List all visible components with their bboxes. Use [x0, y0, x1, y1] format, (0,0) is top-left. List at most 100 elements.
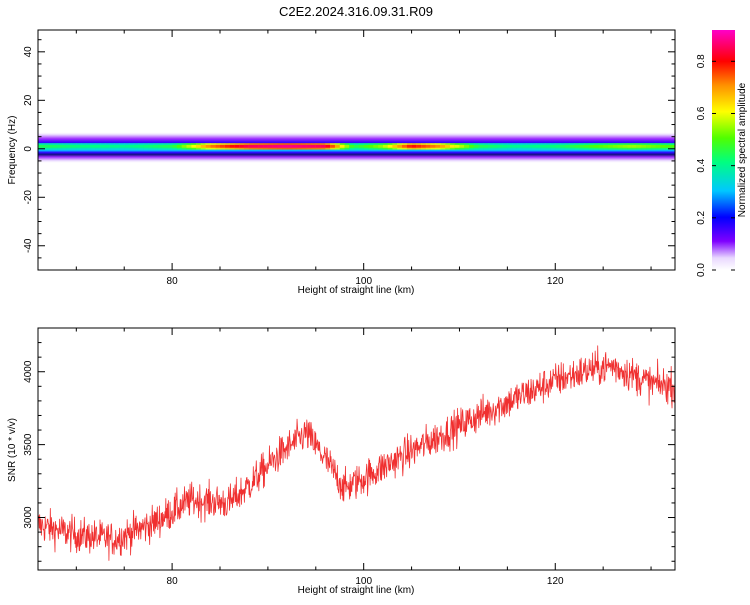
band-peak-cell — [493, 144, 499, 148]
colorbar-tick-label: 0.8 — [696, 54, 707, 68]
band-peak-cell — [210, 144, 216, 148]
band-peak-cell — [291, 144, 298, 148]
band-peak-cell — [564, 144, 571, 148]
band-peak-cell — [277, 144, 283, 148]
band-peak-cell — [258, 144, 264, 148]
band-peak-cell — [263, 144, 269, 148]
band-peak-cell — [636, 144, 642, 148]
band-peak-cell — [584, 144, 590, 148]
snr-ytick-label: 3500 — [23, 433, 34, 456]
band-peak-cell — [267, 144, 274, 148]
snr-frame — [37, 327, 676, 571]
band-peak-cell — [152, 144, 159, 148]
band-peak-cell — [90, 144, 96, 148]
band-peak-cell — [540, 144, 547, 148]
band-peak-cell — [617, 144, 623, 148]
band-peak-cell — [119, 144, 125, 148]
band-peak-cell — [301, 144, 307, 148]
colorbar-label: Normalized spectral amplitude — [737, 82, 748, 217]
band-peak-cell — [598, 144, 604, 148]
band-peak-cell — [354, 144, 360, 148]
band-peak-cell — [248, 144, 254, 148]
spectrogram-ytick-label: -40 — [23, 238, 34, 253]
band-peak-cell — [612, 144, 618, 148]
band-peak-cell — [545, 144, 551, 148]
band-peak-cell — [473, 144, 480, 148]
band-peak-cell — [588, 144, 594, 148]
band-peak-cell — [497, 144, 503, 148]
band-peak-cell — [311, 144, 317, 148]
colorbar-tick-label: 0.2 — [696, 210, 707, 224]
band-peak-cell — [445, 144, 451, 148]
band-peak-cell — [483, 144, 489, 148]
band-peak-cell — [320, 144, 326, 148]
band-peak-cell — [502, 144, 508, 148]
band-peak-cell — [579, 144, 585, 148]
band-peak-cell — [306, 144, 312, 148]
band-peak-cell — [181, 144, 187, 148]
band-peak-cell — [325, 144, 331, 148]
band-peak-cell — [148, 144, 154, 148]
band-peak-cell — [157, 144, 163, 148]
spectrogram-xlabel: Height of straight line (km) — [298, 285, 415, 296]
band-peak-cell — [176, 144, 183, 148]
band-peak-cell — [330, 144, 336, 148]
band-peak-cell — [665, 144, 671, 148]
band-peak-cell — [425, 144, 432, 148]
band-peak-cell — [531, 144, 537, 148]
band-peak-cell — [660, 144, 666, 148]
snr-series-line — [38, 345, 675, 561]
band-peak-cell — [138, 144, 144, 148]
band-peak-cell — [143, 144, 149, 148]
band-peak-cell — [392, 144, 398, 148]
figure-title: C2E2.2024.316.09.31.R09 — [279, 4, 433, 19]
band-peak-cell — [186, 144, 192, 148]
band-peak-cell — [296, 144, 302, 148]
band-peak-cell — [38, 144, 44, 148]
band-peak-cell — [421, 144, 427, 148]
band-peak-cell — [349, 144, 355, 148]
band-peak-cell — [239, 144, 245, 148]
band-peak-cell — [435, 144, 441, 148]
band-peak-cell — [334, 144, 341, 148]
spectrogram-ytick-label: -20 — [23, 190, 34, 205]
band-peak-cell — [344, 144, 350, 148]
colorbar-gradient — [712, 30, 735, 270]
band-peak-cell — [339, 144, 345, 148]
band-peak-cell — [382, 144, 389, 148]
band-peak-cell — [516, 144, 523, 148]
band-peak-cell — [224, 144, 230, 148]
spectrogram-ylabel: Frequency (Hz) — [7, 116, 18, 185]
spectrogram-panel: 80 100 120 40 20 0 -20 -40 Height of straight l… — [7, 29, 676, 296]
band-peak-cell — [162, 144, 168, 148]
band-peak-cell — [100, 144, 106, 148]
band-peak-cell — [57, 144, 63, 148]
band-peak-cell — [220, 144, 226, 148]
band-peak-cell — [253, 144, 259, 148]
band-peak-cell — [129, 144, 135, 148]
spectrogram-xtick-label: 100 — [355, 276, 372, 287]
colorbar: 0.0 0.2 0.4 0.6 0.8 Normalized spectral ampl… — [696, 30, 748, 277]
band-peak-cell — [430, 144, 436, 148]
snr-panel: 80 100 120 3000 3500 4000 Height of straight … — [7, 327, 676, 596]
band-peak-cell — [569, 144, 575, 148]
spectrogram-ytick-label: 0 — [23, 146, 34, 152]
colorbar-tick-label: 0.0 — [696, 263, 707, 277]
band-peak-cell — [52, 144, 58, 148]
band-peak-cell — [191, 144, 197, 148]
band-peak-cell — [124, 144, 130, 148]
band-peak-cell — [205, 144, 211, 148]
band-peak-cell — [469, 144, 475, 148]
band-peak-cell — [315, 144, 321, 148]
band-peak-cell — [607, 144, 614, 148]
snr-axes: 80 100 120 3000 3500 4000 — [23, 328, 675, 587]
band-peak-cell — [603, 144, 609, 148]
band-peak-cell — [243, 144, 250, 148]
snr-ytick-label: 4000 — [23, 360, 34, 383]
band-peak-cell — [655, 144, 662, 148]
band-peak-cell — [66, 144, 72, 148]
band-peak-cell — [406, 144, 412, 148]
band-peak-cell — [47, 144, 53, 148]
band-peak-cell — [449, 144, 456, 148]
band-peak-cell — [507, 144, 513, 148]
